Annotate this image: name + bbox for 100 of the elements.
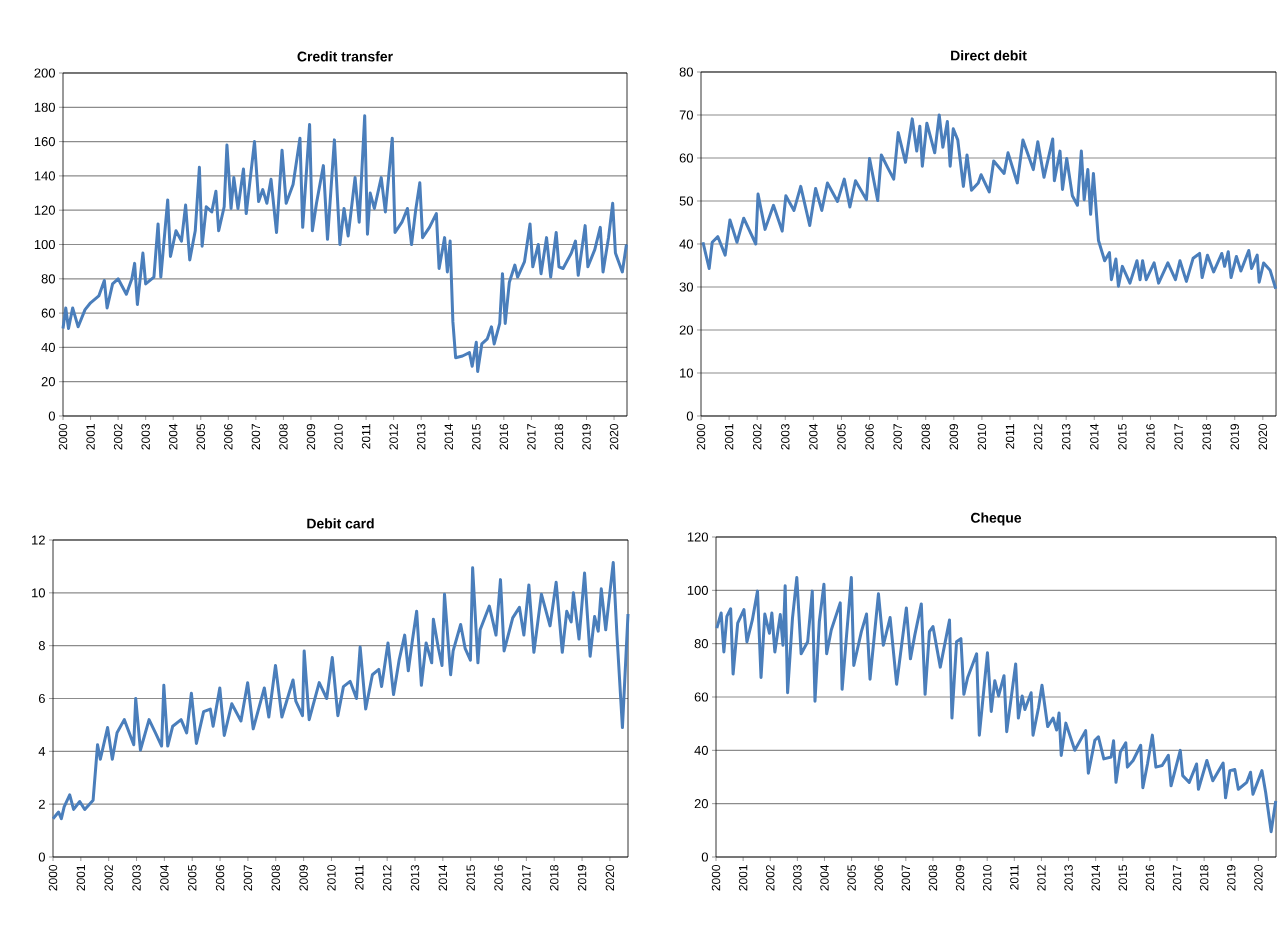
y-tick-label: 100 — [34, 239, 55, 250]
x-tick-label: 2003 — [793, 865, 802, 891]
y-tick-label: 120 — [34, 205, 55, 215]
x-tick-label: 2001 — [86, 424, 95, 450]
chart-title: Direct debit — [951, 50, 1027, 61]
x-tick-label: 2019 — [577, 865, 587, 891]
x-tick-label: 2020 — [605, 864, 615, 891]
x-tick-label: 2016 — [499, 424, 509, 450]
x-tick-label: 2010 — [977, 423, 987, 450]
x-tick-label: 2014 — [1091, 864, 1100, 891]
x-tick-label: 2018 — [1199, 865, 1209, 891]
y-tick-label: 70 — [679, 110, 693, 120]
x-tick-label: 2010 — [327, 864, 336, 891]
x-tick-label: 2012 — [389, 424, 398, 450]
y-tick-label: 2 — [38, 799, 45, 809]
x-tick-label: 2009 — [299, 865, 308, 891]
x-tick-label: 2013 — [1061, 424, 1071, 450]
x-tick-label: 2020 — [609, 423, 619, 450]
y-tick-label: 20 — [694, 799, 708, 809]
x-tick-label: 2011 — [1010, 865, 1019, 890]
x-tick-label: 2017 — [1172, 865, 1182, 891]
x-tick-label: 2000 — [58, 423, 68, 450]
x-tick-label: 2002 — [104, 865, 113, 891]
x-tick-label: 2000 — [711, 864, 721, 891]
x-tick-label: 2012 — [1037, 865, 1046, 891]
y-tick-label: 80 — [41, 274, 55, 284]
x-tick-label: 2005 — [188, 865, 197, 891]
y-tick-label: 8 — [38, 641, 45, 651]
y-tick-label: 0 — [686, 411, 693, 421]
x-tick-label: 2002 — [113, 424, 123, 450]
y-tick-label: 140 — [34, 171, 55, 181]
x-tick-label: 2008 — [271, 865, 280, 891]
x-tick-label: 2011 — [1005, 424, 1015, 449]
y-tick-label: 40 — [679, 239, 693, 249]
x-tick-label: 2006 — [874, 865, 883, 891]
x-tick-label: 2006 — [215, 865, 225, 891]
x-tick-label: 2012 — [382, 865, 392, 891]
x-tick-label: 2016 — [494, 865, 503, 891]
x-tick-label: 2004 — [160, 864, 169, 891]
x-tick-label: 2004 — [820, 864, 829, 891]
x-tick-label: 2015 — [472, 424, 481, 450]
x-tick-label: 2002 — [752, 424, 762, 450]
chart-title: Cheque — [971, 512, 1022, 526]
x-tick-label: 2007 — [901, 865, 911, 891]
x-tick-label: 2011 — [361, 424, 371, 449]
x-tick-label: 2019 — [1227, 865, 1236, 891]
x-tick-label: 2014 — [1090, 423, 1099, 450]
x-tick-label: 2007 — [243, 865, 253, 891]
x-tick-label: 2004 — [809, 423, 818, 450]
y-tick-label: 40 — [694, 745, 708, 755]
x-tick-label: 2013 — [410, 865, 420, 891]
y-tick-label: 160 — [34, 137, 55, 147]
y-tick-label: 4 — [38, 746, 46, 756]
y-tick-label: 100 — [687, 585, 708, 595]
y-tick-label: 60 — [41, 308, 55, 318]
x-tick-label: 2015 — [1118, 424, 1127, 450]
y-tick-label: 30 — [679, 282, 693, 292]
x-tick-label: 2003 — [781, 424, 790, 450]
x-tick-label: 2002 — [766, 865, 775, 891]
x-tick-label: 2008 — [928, 865, 938, 891]
x-tick-label: 2009 — [955, 865, 965, 891]
y-tick-label: 10 — [32, 588, 45, 598]
y-tick-label: 50 — [679, 196, 693, 206]
x-tick-label: 2000 — [48, 864, 58, 891]
x-tick-label: 2013 — [416, 424, 426, 450]
y-tick-label: 6 — [38, 693, 45, 704]
x-tick-label: 2001 — [76, 865, 86, 891]
x-tick-label: 2018 — [554, 424, 564, 450]
x-tick-label: 2016 — [1145, 865, 1155, 891]
y-tick-label: 40 — [41, 342, 55, 352]
x-tick-label: 2018 — [1202, 424, 1211, 450]
y-tick-label: 60 — [679, 153, 693, 163]
x-tick-label: 2005 — [847, 865, 856, 891]
x-tick-label: 2006 — [865, 424, 874, 450]
x-tick-label: 2008 — [921, 424, 930, 450]
x-tick-label: 2003 — [141, 424, 150, 450]
x-tick-label: 2012 — [1033, 424, 1043, 450]
x-tick-label: 2003 — [132, 865, 141, 891]
x-tick-label: 2010 — [334, 423, 343, 450]
y-tick-label: 60 — [694, 692, 708, 702]
line-series — [715, 576, 1278, 834]
y-tick-label: 20 — [41, 377, 55, 387]
x-tick-label: 2015 — [1118, 865, 1128, 891]
x-tick-label: 2020 — [1258, 423, 1268, 450]
y-tick-label: 200 — [34, 68, 55, 78]
x-tick-label: 2014 — [444, 423, 453, 450]
x-tick-label: 2015 — [466, 865, 475, 891]
x-tick-label: 2006 — [224, 424, 233, 450]
chart-title: Debit card — [307, 518, 374, 529]
x-tick-label: 2017 — [522, 865, 531, 891]
x-tick-label: 2004 — [168, 423, 178, 450]
x-tick-label: 2008 — [279, 424, 288, 450]
x-tick-label: 2000 — [696, 423, 706, 450]
y-tick-label: 120 — [687, 532, 708, 542]
x-tick-label: 2011 — [355, 865, 364, 890]
line-series — [61, 114, 628, 373]
x-tick-label: 2005 — [837, 424, 846, 450]
x-tick-label: 2020 — [1254, 864, 1263, 891]
x-tick-label: 2001 — [738, 865, 748, 891]
x-tick-label: 2001 — [724, 424, 734, 450]
